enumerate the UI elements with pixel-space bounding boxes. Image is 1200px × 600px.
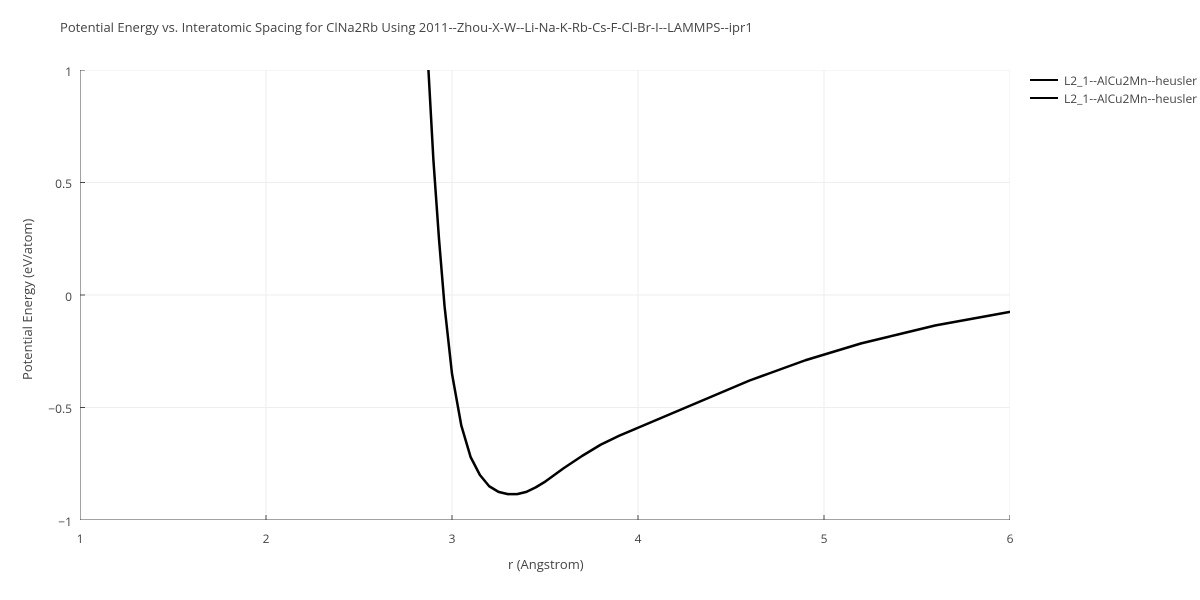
xtick-label: 1 <box>77 530 84 547</box>
xtick-label: 3 <box>449 530 456 547</box>
legend-label: L2_1--AlCu2Mn--heusler <box>1064 90 1197 107</box>
plot-area <box>80 70 1010 520</box>
x-axis-label: r (Angstrom) <box>508 555 584 573</box>
data-series <box>424 70 1010 494</box>
chart-container: Potential Energy vs. Interatomic Spacing… <box>0 0 1200 600</box>
xtick-label: 4 <box>635 530 642 547</box>
legend-swatch <box>1030 79 1058 81</box>
legend-label: L2_1--AlCu2Mn--heusler <box>1064 72 1197 89</box>
ytick-label: −0.5 <box>34 400 72 417</box>
ytick-label: 0.5 <box>44 175 72 192</box>
legend-entry: L2_1--AlCu2Mn--heusler <box>1030 90 1197 106</box>
ytick-label: 1 <box>50 63 72 80</box>
xtick-label: 6 <box>1007 530 1014 547</box>
ytick-label: −1 <box>44 513 72 530</box>
gridlines <box>80 70 1010 520</box>
xtick-label: 5 <box>821 530 828 547</box>
chart-title: Potential Energy vs. Interatomic Spacing… <box>60 18 753 36</box>
legend: L2_1--AlCu2Mn--heusler L2_1--AlCu2Mn--he… <box>1030 72 1197 108</box>
y-axis-label: Potential Energy (eV/atom) <box>18 219 36 380</box>
legend-entry: L2_1--AlCu2Mn--heusler <box>1030 72 1197 88</box>
ytick-label: 0 <box>50 288 72 305</box>
legend-swatch <box>1030 97 1058 99</box>
xtick-label: 2 <box>263 530 270 547</box>
